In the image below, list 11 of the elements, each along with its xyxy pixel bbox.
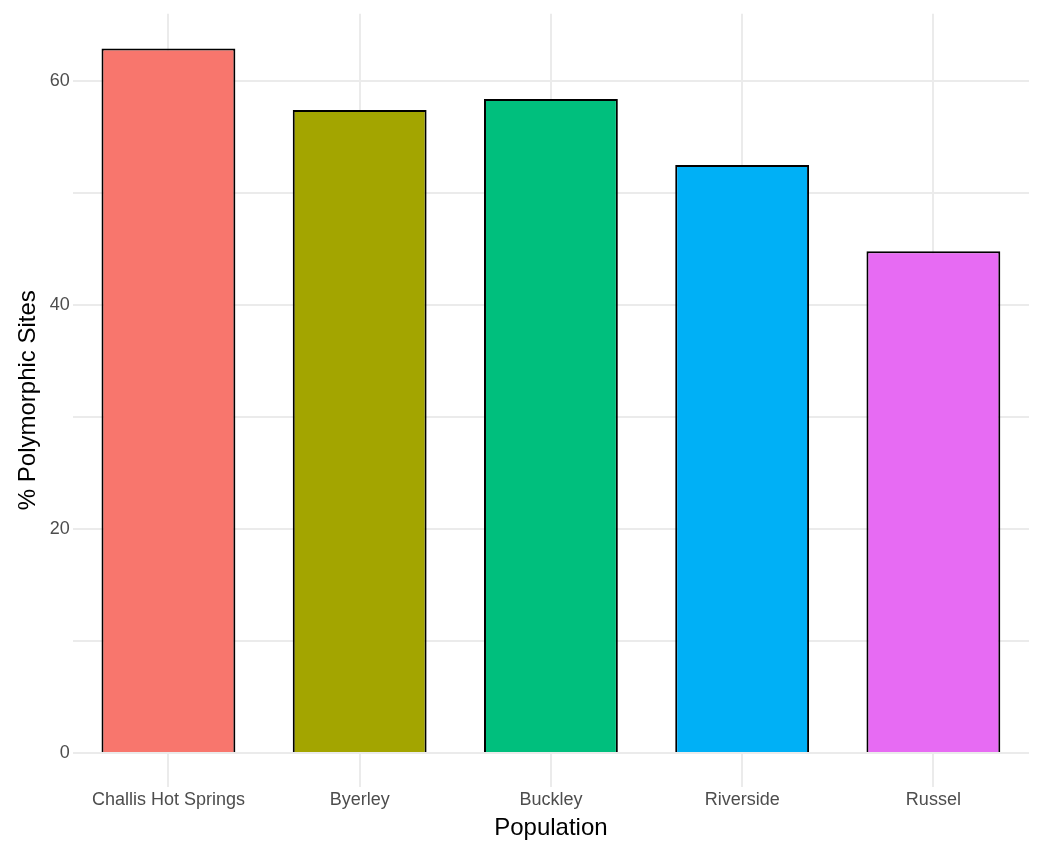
y-axis-title: % Polymorphic Sites — [13, 290, 41, 511]
x-axis-title: Population — [494, 813, 608, 841]
y-tick-label: 0 — [59, 741, 70, 762]
y-tick-label: 60 — [49, 69, 70, 90]
x-tick-label: Riverside — [704, 789, 780, 810]
x-tick-label: Byerley — [329, 789, 390, 810]
x-tick-label: Challis Hot Springs — [91, 789, 245, 810]
y-tick-label: 20 — [49, 517, 70, 538]
x-tick-label: Russel — [905, 789, 961, 810]
y-tick-label: 40 — [49, 293, 70, 314]
x-tick-label: Buckley — [519, 789, 583, 810]
